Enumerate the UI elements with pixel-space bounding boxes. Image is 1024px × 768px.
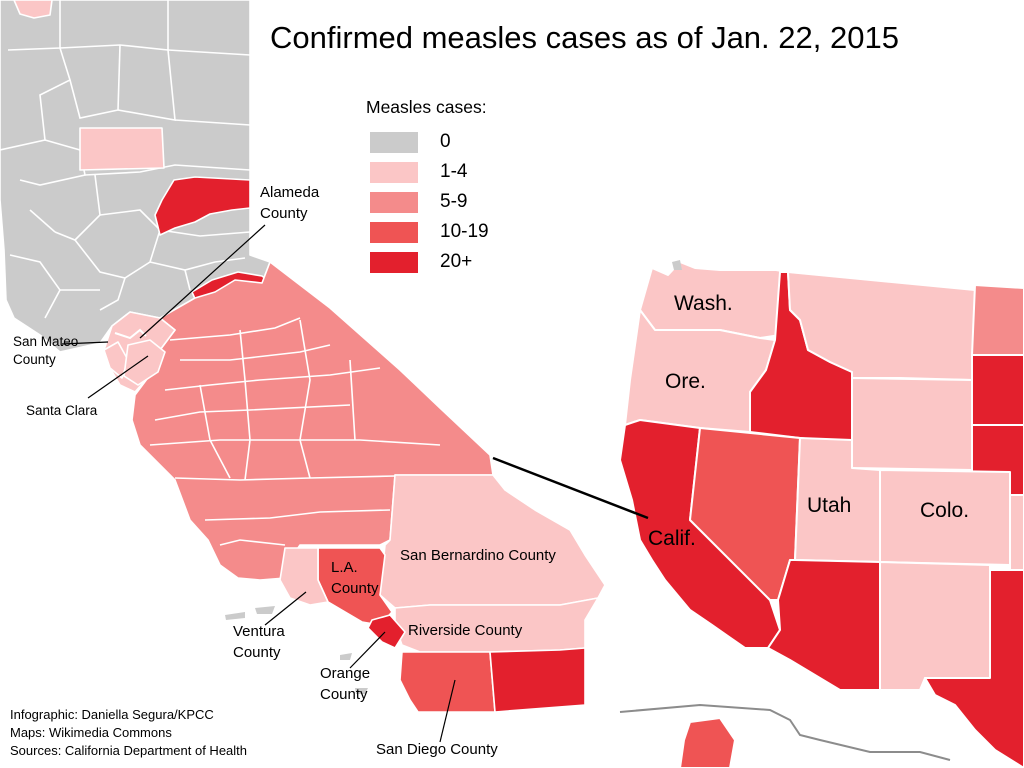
oregon-label: Ore. xyxy=(665,370,706,393)
legend-item-20-plus: 20+ xyxy=(370,251,472,273)
credits-block: Infographic: Daniella Segura/KPCC Maps: … xyxy=(10,706,247,760)
legend-swatch-1-4 xyxy=(370,161,418,183)
map-title: Confirmed measles cases as of Jan. 22, 2… xyxy=(270,20,899,55)
credit-maps: Maps: Wikimedia Commons xyxy=(10,725,172,740)
colorado-label: Colo. xyxy=(920,499,970,522)
orange-county-label: Orange County xyxy=(320,663,370,705)
alameda-label-line-1: Alameda xyxy=(260,184,320,201)
washington-label: Wash. xyxy=(674,292,733,315)
orange-label-line-1: Orange xyxy=(320,665,371,682)
san-mateo-label-line-1: San Mateo xyxy=(13,334,79,349)
sierra-county-20-plus xyxy=(154,176,251,236)
north-central-county-1-4 xyxy=(79,127,165,171)
puget-islands xyxy=(672,260,682,270)
kansas-state-1-4 xyxy=(1009,494,1024,571)
south-dakota-state-20-plus xyxy=(971,354,1024,426)
san-mateo-label-line-2: County xyxy=(13,352,56,367)
la-county-label: L.A. County xyxy=(331,557,379,599)
alaska-state-10-19 xyxy=(679,717,736,768)
utah-label: Utah xyxy=(807,494,852,517)
new-mexico-state-1-4 xyxy=(879,561,991,691)
santa-clara-county-1-4 xyxy=(123,339,166,386)
bay-water-outline xyxy=(114,328,147,340)
arizona-state-20-plus xyxy=(767,559,881,691)
northwest-county-1-4 xyxy=(13,0,53,19)
legend-label-10-19: 10-19 xyxy=(440,221,489,242)
california-zoom-line xyxy=(492,456,649,520)
orange-county-20-plus xyxy=(367,614,406,649)
legend-label-20-plus: 20+ xyxy=(440,251,473,272)
leader-lines xyxy=(61,224,649,743)
legend-swatch-20-plus xyxy=(370,251,418,273)
santa-clara-leader-line xyxy=(87,355,149,399)
san-diego-county-label: San Diego County xyxy=(376,741,498,758)
legend-item-0: 0 xyxy=(370,131,451,153)
san-mateo-leader-line xyxy=(61,341,109,345)
ventura-label-line-1: Ventura xyxy=(233,623,285,640)
credit-sources: Sources: California Department of Health xyxy=(10,743,248,758)
san-diego-leader-line xyxy=(439,679,456,743)
legend-item-5-9: 5-9 xyxy=(370,191,467,213)
california-counties xyxy=(0,0,606,713)
alameda-county-label: Alameda County xyxy=(260,182,319,224)
legend-item-10-19: 10-19 xyxy=(370,221,489,243)
california-label: Calif. xyxy=(648,527,696,550)
san-diego-county-10-19 xyxy=(399,651,496,713)
ventura-leader-line xyxy=(264,591,307,626)
orange-label-line-2: County xyxy=(320,686,368,703)
orange-leader-line xyxy=(349,631,386,669)
san-bernardino-county-label: San Bernardino County xyxy=(400,547,556,564)
imperial-county-20-plus xyxy=(489,647,586,713)
legend-label-1-4: 1-4 xyxy=(440,161,468,182)
ventura-county-label: Ventura County xyxy=(233,621,285,663)
legend-swatch-0 xyxy=(370,131,418,153)
legend-swatch-10-19 xyxy=(370,221,418,243)
ventura-county-1-4 xyxy=(279,547,329,606)
legend-label-5-9: 5-9 xyxy=(440,191,468,212)
alameda-leader-line xyxy=(139,224,266,339)
ventura-label-line-2: County xyxy=(233,644,281,661)
santa-clara-label: Santa Clara xyxy=(26,403,98,418)
central-valley-counties-5-9 xyxy=(131,261,494,581)
alameda-label-line-2: County xyxy=(260,205,308,222)
la-label-line-1: L.A. xyxy=(331,559,358,576)
legend-item-1-4: 1-4 xyxy=(370,161,467,183)
wyoming-state-1-4 xyxy=(851,377,973,471)
mexico-border-outline xyxy=(619,703,951,761)
channel-islands xyxy=(225,606,368,694)
texas-state-20-plus xyxy=(924,569,1024,768)
north-dakota-state-5-9 xyxy=(971,284,1024,356)
riverside-county-label: Riverside County xyxy=(408,622,523,639)
legend-swatch-5-9 xyxy=(370,191,418,213)
san-mateo-county-label: San Mateo County xyxy=(13,333,78,369)
credit-infographic: Infographic: Daniella Segura/KPCC xyxy=(10,707,214,722)
la-label-line-2: County xyxy=(331,580,379,597)
legend-label-0: 0 xyxy=(440,131,451,152)
legend-title: Measles cases: xyxy=(366,97,487,117)
central-county-borders xyxy=(149,317,441,546)
western-states xyxy=(619,260,1024,768)
san-bernardino-county-1-4 xyxy=(379,474,606,609)
